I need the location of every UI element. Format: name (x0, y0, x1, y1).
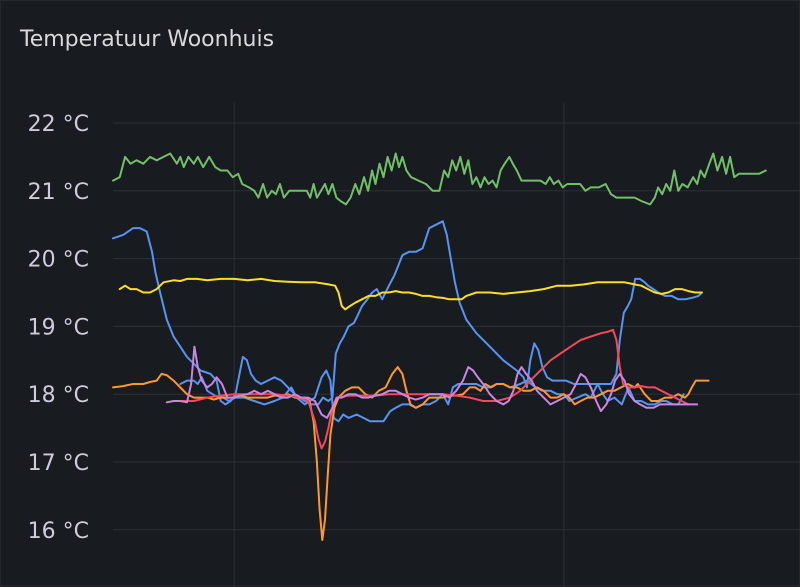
series-line-1[interactable] (112, 152, 767, 206)
chart-series (112, 152, 767, 541)
series-line-4[interactable] (118, 277, 703, 311)
panel-title[interactable]: Temperatuur Woonhuis (20, 27, 275, 52)
series-line-7[interactable] (165, 345, 699, 419)
series-line-5[interactable] (112, 366, 710, 541)
y-tick-label: 17 °C (28, 451, 89, 476)
chart-grid (113, 102, 800, 587)
y-axis-ticks: 22 °C 21 °C 20 °C 19 °C 18 °C 17 °C 16 °C (28, 112, 89, 544)
series-line-3[interactable] (179, 369, 685, 423)
y-tick-label: 19 °C (28, 315, 89, 340)
y-tick-label: 22 °C (28, 112, 89, 137)
y-tick-label: 20 °C (28, 248, 89, 273)
y-tick-label: 21 °C (28, 180, 89, 205)
y-tick-label: 18 °C (28, 383, 89, 408)
y-tick-label: 16 °C (28, 519, 89, 544)
